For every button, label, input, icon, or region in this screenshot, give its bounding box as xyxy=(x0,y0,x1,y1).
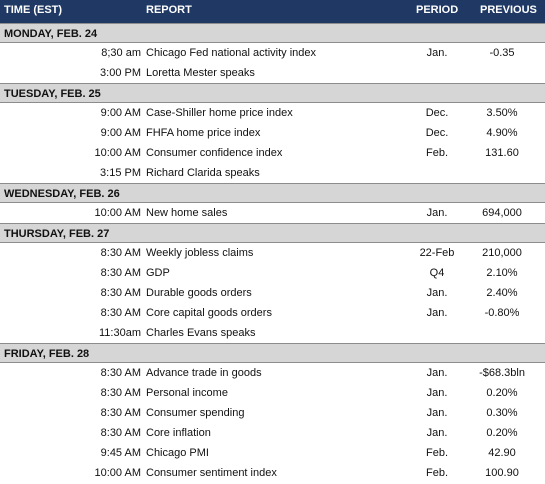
period-cell: Dec. xyxy=(425,127,449,139)
time-cell: 9:00 AM xyxy=(100,107,141,119)
time-cell: 8:30 AM xyxy=(100,307,141,319)
table-row: 3:00 PM Loretta Mester speaks xyxy=(0,63,545,83)
table-row: 8;30 am Chicago Fed national activity ind… xyxy=(0,43,545,63)
period-cell: Feb. xyxy=(425,147,448,159)
table-row: 10:00 AM Consumer confidence index Feb. 131… xyxy=(0,143,545,163)
time-cell: 3:15 PM xyxy=(100,167,141,179)
previous-cell: 131.60 xyxy=(485,147,519,159)
report-cell: FHFA home price index xyxy=(146,127,261,139)
table-row: 8:30 AM GDP Q4 2.10% xyxy=(0,263,545,283)
report-cell: Consumer spending xyxy=(146,407,245,419)
report-cell: Chicago PMI xyxy=(146,447,209,459)
table-row: 8:30 AM Personal income Jan. 0.20% xyxy=(0,383,545,403)
table-row: 3:15 PM Richard Clarida speaks xyxy=(0,163,545,183)
time-cell: 10:00 AM xyxy=(94,207,141,219)
previous-cell: -$68.3bln xyxy=(479,367,525,379)
period-cell: Jan. xyxy=(426,407,448,419)
period-cell: 22-Feb xyxy=(419,247,455,259)
table-row: 8:30 AM Weekly jobless claims 22-Feb 210,00… xyxy=(0,243,545,263)
report-cell: Consumer sentiment index xyxy=(146,467,277,479)
report-cell: Weekly jobless claims xyxy=(146,247,254,259)
table-row: 9:00 AM FHFA home price index Dec. 4.90% xyxy=(0,123,545,143)
time-cell: 9:45 AM xyxy=(100,447,141,459)
report-cell: Chicago Fed national activity index xyxy=(146,47,316,59)
column-header-previous: PREVIOUS xyxy=(480,4,537,16)
time-cell: 8;30 am xyxy=(101,47,141,59)
report-cell: Advance trade in goods xyxy=(146,367,262,379)
report-cell: Charles Evans speaks xyxy=(146,327,256,339)
report-cell: Durable goods orders xyxy=(146,287,252,299)
table-header-row: TIME (EST) REPORT PERIOD PREVIOUS xyxy=(0,0,545,23)
table-row: 9:45 AM Chicago PMI Feb. 42.90 xyxy=(0,443,545,463)
previous-cell: 694,000 xyxy=(482,207,522,219)
previous-cell: 2.40% xyxy=(486,287,518,299)
previous-cell: 0.30% xyxy=(486,407,518,419)
time-cell: 9:00 AM xyxy=(100,127,141,139)
period-cell: Jan. xyxy=(426,367,448,379)
time-cell: 8:30 AM xyxy=(100,387,141,399)
table-row: 11:30am Charles Evans speaks xyxy=(0,323,545,343)
previous-cell: 2.10% xyxy=(486,267,518,279)
period-cell: Jan. xyxy=(426,207,448,219)
report-cell: Core capital goods orders xyxy=(146,307,272,319)
report-cell: GDP xyxy=(146,267,170,279)
table-row: 10:00 AM Consumer sentiment index Feb. 100.… xyxy=(0,463,545,483)
previous-cell: 3.50% xyxy=(486,107,518,119)
period-cell: Jan. xyxy=(426,387,448,399)
previous-cell: 42.90 xyxy=(488,447,516,459)
table-row: 8:30 AM Core capital goods orders Jan. -0.8… xyxy=(0,303,545,323)
day-section-header: FRIDAY, FEB. 28 xyxy=(0,343,545,363)
report-cell: Case-Shiller home price index xyxy=(146,107,293,119)
table-row: 9:00 AM Case-Shiller home price index Dec.… xyxy=(0,103,545,123)
previous-cell: -0.80% xyxy=(484,307,520,319)
report-cell: Richard Clarida speaks xyxy=(146,167,260,179)
time-cell: 11:30am xyxy=(99,327,141,339)
period-cell: Jan. xyxy=(426,287,448,299)
report-cell: Consumer confidence index xyxy=(146,147,283,159)
period-cell: Feb. xyxy=(425,447,448,459)
time-cell: 3:00 PM xyxy=(100,67,141,79)
previous-cell: 0.20% xyxy=(486,387,518,399)
table-row: 8:30 AM Core inflation Jan. 0.20% xyxy=(0,423,545,443)
report-cell: Personal income xyxy=(146,387,228,399)
previous-cell: 4.90% xyxy=(486,127,518,139)
previous-cell: 100.90 xyxy=(485,467,519,479)
column-header-period: PERIOD xyxy=(416,4,459,16)
table-body: MONDAY, FEB. 24 8;30 am Chicago Fed nation… xyxy=(0,23,545,483)
previous-cell: 0.20% xyxy=(486,427,518,439)
report-cell: Core inflation xyxy=(146,427,211,439)
table-row: 8:30 AM Advance trade in goods Jan. -$68.3b… xyxy=(0,363,545,383)
period-cell: Jan. xyxy=(426,307,448,319)
table-row: 8:30 AM Consumer spending Jan. 0.30% xyxy=(0,403,545,423)
day-section-header: THURSDAY, FEB. 27 xyxy=(0,223,545,243)
previous-cell: 210,000 xyxy=(482,247,522,259)
table-row: 10:00 AM New home sales Jan. 694,000 xyxy=(0,203,545,223)
day-section-header: MONDAY, FEB. 24 xyxy=(0,23,545,43)
time-cell: 8:30 AM xyxy=(100,407,141,419)
column-header-report: REPORT xyxy=(146,4,192,16)
table-row: 8:30 AM Durable goods orders Jan. 2.40% xyxy=(0,283,545,303)
time-cell: 8:30 AM xyxy=(100,247,141,259)
period-cell: Jan. xyxy=(426,47,448,59)
time-cell: 8:30 AM xyxy=(100,287,141,299)
period-cell: Feb. xyxy=(425,467,448,479)
column-header-time: TIME (EST) xyxy=(4,4,63,16)
day-section-header: TUESDAY, FEB. 25 xyxy=(0,83,545,103)
period-cell: Dec. xyxy=(425,107,449,119)
period-cell: Jan. xyxy=(426,427,448,439)
time-cell: 10:00 AM xyxy=(94,147,141,159)
period-cell: Q4 xyxy=(429,267,445,279)
time-cell: 8:30 AM xyxy=(100,367,141,379)
time-cell: 10:00 AM xyxy=(94,467,141,479)
time-cell: 8:30 AM xyxy=(100,267,141,279)
previous-cell: -0.35 xyxy=(489,47,515,59)
day-section-header: WEDNESDAY, FEB. 26 xyxy=(0,183,545,203)
report-cell: Loretta Mester speaks xyxy=(146,67,255,79)
time-cell: 8:30 AM xyxy=(100,427,141,439)
report-cell: New home sales xyxy=(146,207,228,219)
